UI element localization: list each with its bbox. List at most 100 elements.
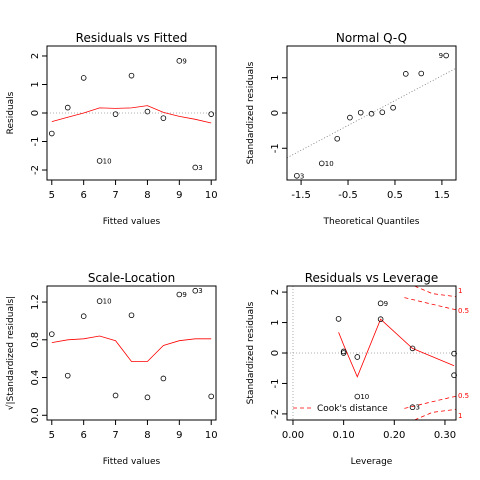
y-tick-label: 1.2	[30, 294, 41, 310]
x-tick-label: -1.5	[291, 190, 311, 201]
data-point	[208, 111, 215, 117]
y-axis-label: Standardized residuals	[246, 301, 256, 404]
y-tick-label: -1	[30, 137, 41, 147]
data-point	[144, 108, 151, 115]
plot-area	[287, 67, 456, 159]
y-tick-label: 0.0	[30, 407, 41, 423]
data-point	[318, 160, 325, 167]
cooks-distance-contour-1	[414, 286, 456, 298]
plot-frame	[46, 285, 217, 421]
data-point	[80, 313, 87, 319]
x-tick-label: 8	[144, 190, 150, 201]
point-label: 9	[182, 291, 186, 299]
y-tick-label: 0	[270, 350, 281, 356]
x-tick-label: 6	[80, 430, 86, 441]
x-tick-label: 8	[144, 430, 150, 441]
data-point	[354, 393, 361, 400]
cooks-distance-contour-2	[404, 297, 456, 311]
x-tick-label: 1.5	[434, 190, 450, 201]
data-point	[48, 130, 55, 137]
data-point	[377, 300, 384, 307]
chart-title: Residuals vs Leverage	[305, 271, 439, 285]
data-point	[390, 104, 396, 111]
y-tick-label: 0	[270, 110, 281, 116]
data-point	[379, 109, 386, 116]
x-axis-label: Leverage	[351, 457, 393, 467]
data-point	[335, 316, 342, 322]
data-point	[409, 345, 416, 352]
data-point	[128, 72, 135, 79]
x-tick-label: 5	[49, 190, 55, 201]
data-point	[176, 291, 183, 298]
data-point	[112, 111, 119, 117]
legend-cooks-label: Cook's distance	[317, 404, 388, 414]
data-point	[347, 114, 353, 121]
data-point	[160, 115, 167, 121]
y-tick-label: -1	[270, 143, 281, 153]
y-tick-label: -2	[270, 409, 281, 419]
panel-3: 10 9 3 5 6 7 8 9 10 0.0 0.4 0.8 1.2 Scale-Location Fit…	[5, 271, 218, 467]
data-point	[340, 350, 347, 356]
x-tick-label: 9	[176, 430, 182, 441]
y-tick-label: 1	[270, 75, 281, 81]
smooth-line	[51, 335, 212, 362]
y-axis-label: Residuals	[6, 91, 16, 134]
qq-reference-line	[287, 67, 456, 159]
point-label: 3	[198, 287, 202, 295]
data-point	[340, 348, 347, 355]
x-tick-label: 0.30	[434, 430, 456, 441]
x-tick-label: 10	[205, 430, 218, 441]
x-axis-label: Theoretical Quantiles	[323, 217, 420, 227]
x-tick-label: 0.10	[333, 430, 355, 441]
y-tick-label: 0.8	[30, 332, 41, 348]
data-point	[418, 70, 425, 77]
point-label: 3	[198, 164, 202, 172]
x-tick-label: 10	[205, 190, 218, 201]
x-tick-label: 7	[112, 190, 118, 201]
cooks-contour-label: 1	[458, 287, 462, 295]
y-tick-label: 0.4	[30, 370, 41, 386]
point-label: 3	[300, 172, 304, 180]
data-point	[160, 375, 167, 382]
data-point	[96, 158, 103, 164]
data-point	[96, 298, 103, 304]
cooks-contour-label: 1	[458, 412, 462, 420]
point-label: 10	[103, 157, 112, 165]
data-point	[443, 52, 449, 59]
y-tick-label: -1	[270, 378, 281, 388]
data-point	[334, 135, 341, 142]
point-label: 10	[325, 160, 334, 168]
plot-area	[51, 335, 212, 362]
x-tick-label: 0.5	[387, 190, 403, 201]
data-point	[368, 110, 375, 117]
chart-title: Scale-Location	[88, 271, 175, 285]
chart-title: Normal Q-Q	[336, 31, 407, 45]
x-tick-label: 0.00	[282, 430, 304, 441]
chart-title: Residuals vs Fitted	[76, 31, 188, 45]
data-point	[377, 316, 384, 322]
plot-area	[47, 105, 216, 124]
data-point	[144, 394, 151, 401]
x-axis-label: Fitted values	[103, 457, 161, 467]
data-point	[176, 58, 183, 64]
y-axis-label: √|Standardized residuals|	[5, 296, 16, 410]
x-axis-label: Fitted values	[103, 217, 161, 227]
x-tick-label: 7	[112, 430, 118, 441]
y-tick-label: 2	[270, 289, 281, 295]
data-point	[357, 109, 364, 116]
point-label: 10	[103, 298, 112, 306]
y-tick-label: 2	[30, 53, 41, 59]
y-tick-label: 1	[270, 319, 281, 325]
cooks-distance-contour-4	[414, 408, 456, 420]
panel-1: 10 9 3 5 6 7 8 9 10 -2 -1 0 1 2 Residuals vs Fitted Fit…	[6, 31, 218, 227]
cooks-distance-contour-3	[404, 395, 456, 409]
cooks-contour-label: 0.5	[458, 307, 469, 315]
data-point	[80, 75, 87, 81]
point-label: 9	[439, 52, 443, 60]
data-point	[208, 393, 215, 400]
data-point	[192, 164, 199, 171]
x-tick-label: 9	[176, 190, 182, 201]
data-point	[409, 404, 416, 411]
point-label: 9	[384, 300, 388, 308]
